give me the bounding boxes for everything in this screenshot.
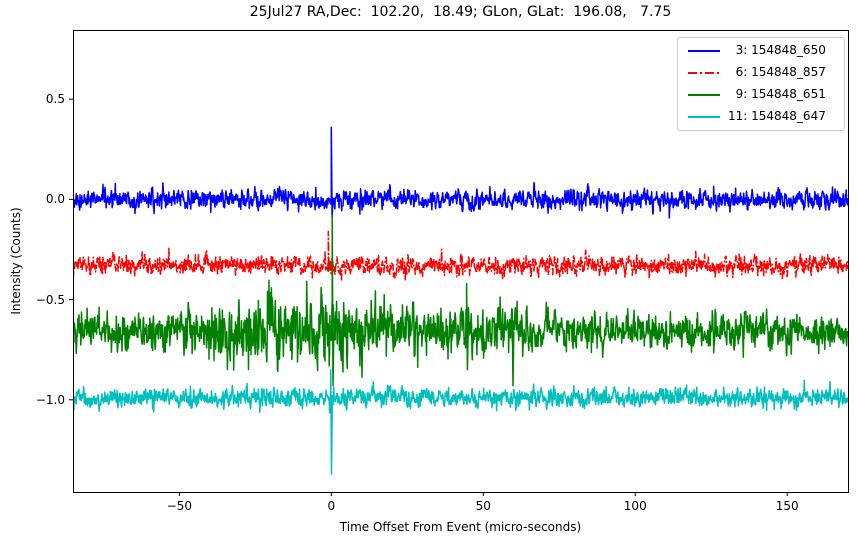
y-tick-label: −1.0 [35,392,65,407]
legend-line-icon [688,94,720,96]
x-tick-label: 100 [623,499,647,513]
legend-entry: 11: 154848_647 [678,108,844,128]
legend-label: 9: 154848_651 [728,87,826,101]
legend-label: 6: 154848_857 [728,65,826,79]
legend-line-icon [688,72,720,74]
x-tick-label: 150 [775,499,799,513]
x-tick-label: 0 [327,499,336,513]
axes-frame [73,30,849,493]
legend-line-icon [688,50,720,52]
legend-entry: 9: 154848_651 [678,86,844,106]
data-traces [73,126,848,475]
legend-entry: 6: 154848_857 [678,64,844,84]
series-trace [73,126,848,219]
y-tick-label: 0.0 [45,192,65,207]
tick-marks [69,98,788,496]
x-tick-label: 50 [475,499,491,513]
x-tick-label: −50 [166,499,193,513]
y-tick-label: 0.5 [45,92,65,107]
series-trace [73,230,848,281]
y-tick-label: −0.5 [35,292,65,307]
chart-title: 25Jul27 RA,Dec: 102.20, 18.49; GLon, GLa… [249,4,672,20]
legend-line-icon [688,116,720,118]
series-trace [73,214,848,387]
series-trace [73,368,848,475]
x-axis-label: Time Offset From Event (micro-seconds) [339,520,582,534]
legend-label: 3: 154848_650 [728,43,826,57]
legend: 3: 154848_650 6: 154848_857 9: 154848_65… [677,37,845,131]
legend-entry: 3: 154848_650 [678,42,844,62]
legend-label: 11: 154848_647 [728,109,826,123]
